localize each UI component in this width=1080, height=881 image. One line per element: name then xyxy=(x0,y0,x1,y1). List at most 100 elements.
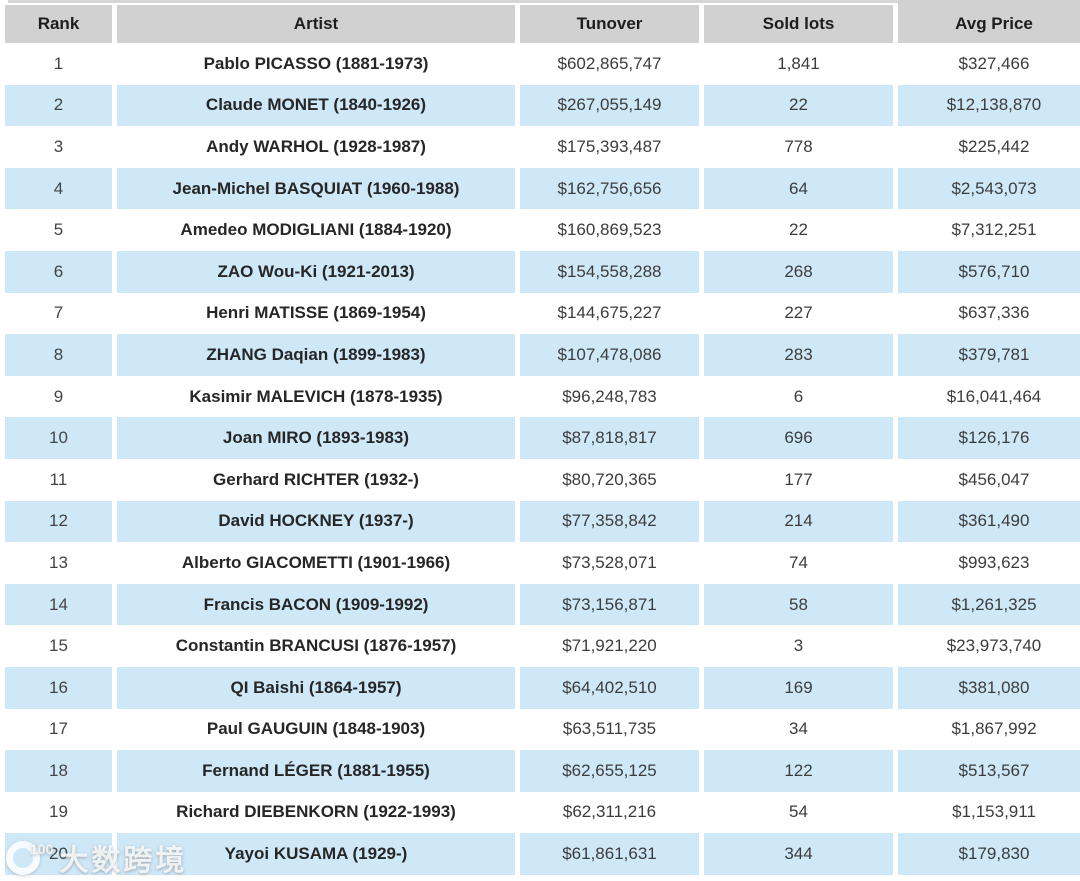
rank-cell: 16 xyxy=(5,666,112,709)
avg-price-cell: $1,261,325 xyxy=(898,583,1080,626)
table-row: 5 Amedeo MODIGLIANI (1884-1920) $160,869,5… xyxy=(5,209,1080,251)
table-row: 9 Kasimir MALEVICH (1878-1935) $96,248,783… xyxy=(5,376,1080,418)
avg-price-cell: $637,336 xyxy=(958,303,1030,323)
turnover-cell: $73,156,871 xyxy=(520,583,699,626)
turnover-cell: $61,861,631 xyxy=(520,833,699,875)
turnover-cell: $80,720,365 xyxy=(562,469,657,489)
artist-cell: QI Baishi (1864-1957) xyxy=(117,666,515,709)
turnover-cell: $77,358,842 xyxy=(520,500,699,543)
rank-cell: 11 xyxy=(49,469,68,489)
table-row: 15 Constantin BRANCUSI (1876-1957) $71,921… xyxy=(5,625,1080,667)
avg-price-header-top-patch xyxy=(898,0,1080,7)
artist-cell: Constantin BRANCUSI (1876-1957) xyxy=(175,636,457,656)
rank-cell: 19 xyxy=(49,802,68,822)
header-row: Rank Artist Tunover Sold lots Avg Price xyxy=(5,5,1080,43)
avg-price-cell: $1,867,992 xyxy=(951,719,1037,739)
table-row: 16 QI Baishi (1864-1957) $64,402,510 169 $38… xyxy=(5,666,1080,709)
turnover-cell: $160,869,523 xyxy=(557,220,662,240)
avg-price-cell: $179,830 xyxy=(898,833,1080,875)
artist-cell: Paul GAUGUIN (1848-1903) xyxy=(206,719,426,739)
avg-price-cell: $7,312,251 xyxy=(951,220,1037,240)
table-row: 3 Andy WARHOL (1928-1987) $175,393,487 778 $… xyxy=(5,126,1080,168)
table-row: 8 ZHANG Daqian (1899-1983) $107,478,086 283… xyxy=(5,334,1080,376)
sold-lots-cell: 54 xyxy=(789,802,808,822)
column-header-sold-lots: Sold lots xyxy=(704,5,893,43)
table-row: 14 Francis BACON (1909-1992) $73,156,871 58… xyxy=(5,583,1080,626)
rank-cell: 7 xyxy=(53,303,64,323)
rank-cell: 8 xyxy=(5,334,112,376)
sold-lots-cell: 64 xyxy=(704,167,893,210)
sold-lots-cell: 74 xyxy=(789,552,808,572)
table-row: 6 ZAO Wou-Ki (1921-2013) $154,558,288 268 $5… xyxy=(5,250,1080,293)
turnover-cell: $107,478,086 xyxy=(520,334,699,376)
avg-price-cell: $1,153,911 xyxy=(952,802,1036,822)
column-header-avg-price: Avg Price xyxy=(898,5,1080,43)
rank-cell: 2 xyxy=(5,84,112,127)
artist-cell: Pablo PICASSO (1881-1973) xyxy=(203,53,429,73)
avg-price-cell: $126,176 xyxy=(898,417,1080,459)
turnover-cell: $162,756,656 xyxy=(520,167,699,210)
table-row: 18 Fernand LÉGER (1881-1955) $62,655,125 12… xyxy=(5,750,1080,792)
table-row: 4 Jean-Michel BASQUIAT (1960-1988) $162,75… xyxy=(5,167,1080,210)
turnover-cell: $62,655,125 xyxy=(520,750,699,792)
artist-cell: Joan MIRO (1893-1983) xyxy=(117,417,515,459)
artist-cell: ZHANG Daqian (1899-1983) xyxy=(117,334,515,376)
table-row: 10 Joan MIRO (1893-1983) $87,818,817 696 $12… xyxy=(5,417,1080,459)
turnover-cell: $64,402,510 xyxy=(520,666,699,709)
artist-cell: Fernand LÉGER (1881-1955) xyxy=(117,750,515,792)
sold-lots-cell: 1,841 xyxy=(777,53,820,73)
avg-price-cell: $379,781 xyxy=(898,334,1080,376)
sold-lots-cell: 778 xyxy=(784,136,813,156)
artist-cell: David HOCKNEY (1937-) xyxy=(117,500,515,543)
sold-lots-cell: 58 xyxy=(704,583,893,626)
sold-lots-cell: 6 xyxy=(793,386,804,406)
artist-cell: Claude MONET (1840-1926) xyxy=(117,84,515,127)
top-edge-sliver xyxy=(8,0,1080,3)
rank-cell: 20 xyxy=(5,833,112,875)
avg-price-cell: $16,041,464 xyxy=(946,386,1042,406)
avg-price-cell: $327,466 xyxy=(958,53,1030,73)
avg-price-cell: $513,567 xyxy=(898,750,1080,792)
rank-cell: 18 xyxy=(5,750,112,792)
sold-lots-cell: 22 xyxy=(789,220,808,240)
artist-cell: Francis BACON (1909-1992) xyxy=(117,583,515,626)
artist-cell: Henri MATISSE (1869-1954) xyxy=(206,303,426,323)
artist-cell: Yayoi KUSAMA (1929-) xyxy=(117,833,515,875)
table-row: 19 Richard DIEBENKORN (1922-1993) $62,311,… xyxy=(5,792,1080,834)
artist-cell: Kasimir MALEVICH (1878-1935) xyxy=(189,386,443,406)
artist-ranking-table: Rank Artist Tunover Sold lots Avg Price … xyxy=(0,5,1080,875)
rank-cell: 1 xyxy=(53,53,64,73)
turnover-cell: $73,528,071 xyxy=(562,552,657,572)
rank-cell: 15 xyxy=(49,636,68,656)
artist-cell: Jean-Michel BASQUIAT (1960-1988) xyxy=(117,167,515,210)
column-header-artist: Artist xyxy=(117,5,515,43)
sold-lots-cell: 34 xyxy=(789,719,808,739)
artist-cell: Andy WARHOL (1928-1987) xyxy=(206,136,426,156)
turnover-cell: $267,055,149 xyxy=(520,84,699,127)
artist-cell: Gerhard RICHTER (1932-) xyxy=(213,469,419,489)
turnover-cell: $71,921,220 xyxy=(562,636,657,656)
sold-lots-cell: 177 xyxy=(784,469,813,489)
sold-lots-cell: 214 xyxy=(704,500,893,543)
rank-cell: 14 xyxy=(5,583,112,626)
table-row: 11 Gerhard RICHTER (1932-) $80,720,365 177 $… xyxy=(5,459,1080,501)
rank-cell: 10 xyxy=(5,417,112,459)
turnover-cell: $96,248,783 xyxy=(562,386,657,406)
sold-lots-cell: 283 xyxy=(704,334,893,376)
artist-cell: Richard DIEBENKORN (1922-1993) xyxy=(176,802,456,822)
table-body: 1 Pablo PICASSO (1881-1973) $602,865,747 1,… xyxy=(5,43,1080,875)
turnover-cell: $62,311,216 xyxy=(562,802,657,822)
rank-cell: 5 xyxy=(53,220,64,240)
turnover-cell: $175,393,487 xyxy=(557,136,662,156)
avg-price-cell: $12,138,870 xyxy=(898,84,1080,127)
rank-cell: 6 xyxy=(5,250,112,293)
artist-cell: ZAO Wou-Ki (1921-2013) xyxy=(117,250,515,293)
avg-price-cell: $361,490 xyxy=(898,500,1080,543)
avg-price-cell: $23,973,740 xyxy=(946,636,1042,656)
artist-cell: Amedeo MODIGLIANI (1884-1920) xyxy=(180,220,452,240)
avg-price-cell: $2,543,073 xyxy=(898,167,1080,210)
table-row: 20 Yayoi KUSAMA (1929-) $61,861,631 344 $179… xyxy=(5,833,1080,875)
column-header-rank: Rank xyxy=(5,5,112,43)
sold-lots-cell: 696 xyxy=(704,417,893,459)
